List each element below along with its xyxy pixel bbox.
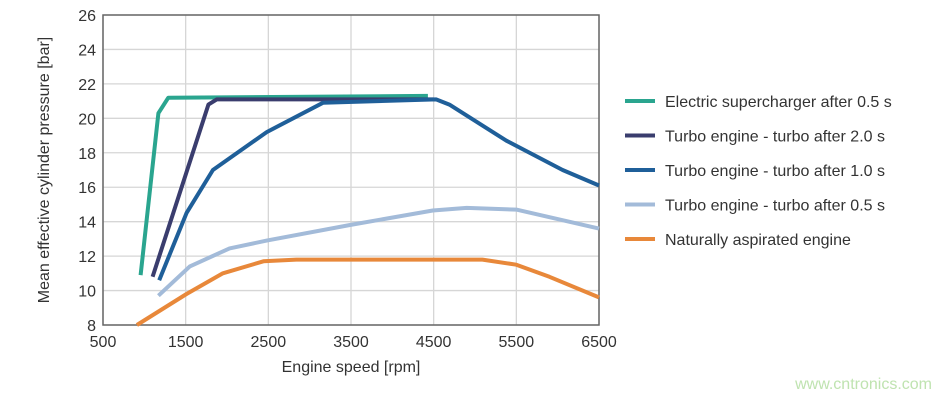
y-tick-label: 12 (78, 249, 96, 266)
series-line-1 (150, 97, 434, 278)
x-tick-label: 4500 (416, 334, 452, 351)
legend: Electric supercharger after 0.5 s Turbo e… (625, 94, 892, 249)
series-line-0 (138, 93, 428, 276)
y-tick-label: 10 (78, 284, 96, 301)
legend-item: Turbo engine - turbo after 0.5 s (625, 198, 885, 215)
legend-item: Naturally aspirated engine (625, 232, 851, 249)
x-tick-labels: 500 1500 2500 3500 4500 5500 6500 (90, 334, 617, 351)
y-tick-label: 26 (78, 8, 96, 25)
y-tick-label: 22 (78, 77, 96, 94)
series-lines (135, 93, 600, 327)
series-line-2 (157, 97, 600, 281)
legend-item: Turbo engine - turbo after 1.0 s (625, 163, 885, 180)
y-axis-label: Mean effective cylinder pressure [bar] (36, 37, 53, 304)
x-tick-label: 6500 (581, 334, 617, 351)
legend-label: Turbo engine - turbo after 0.5 s (665, 198, 885, 215)
y-tick-label: 24 (78, 42, 96, 59)
legend-label: Electric supercharger after 0.5 s (665, 94, 892, 111)
watermark: www.cntronics.com (795, 376, 932, 393)
x-tick-label: 3500 (333, 334, 369, 351)
x-tick-label: 500 (90, 334, 117, 351)
y-tick-label: 16 (78, 180, 96, 197)
series-line-4 (135, 257, 600, 327)
y-tick-label: 20 (78, 111, 96, 128)
x-tick-label: 5500 (499, 334, 535, 351)
legend-item: Electric supercharger after 0.5 s (625, 94, 892, 111)
y-tick-label: 14 (78, 215, 96, 232)
x-tick-label: 2500 (251, 334, 287, 351)
plot-frame (102, 14, 600, 326)
y-tick-label: 8 (87, 318, 96, 335)
legend-label: Naturally aspirated engine (665, 232, 851, 249)
x-axis-label: Engine speed [rpm] (282, 359, 421, 376)
series-line-3 (157, 205, 600, 298)
legend-label: Turbo engine - turbo after 1.0 s (665, 163, 885, 180)
legend-item: Turbo engine - turbo after 2.0 s (625, 129, 885, 146)
legend-label: Turbo engine - turbo after 2.0 s (665, 129, 885, 146)
y-tick-labels: 8 10 12 14 16 18 20 22 24 26 (78, 8, 96, 335)
y-tick-label: 18 (78, 146, 96, 163)
x-tick-label: 1500 (168, 334, 204, 351)
